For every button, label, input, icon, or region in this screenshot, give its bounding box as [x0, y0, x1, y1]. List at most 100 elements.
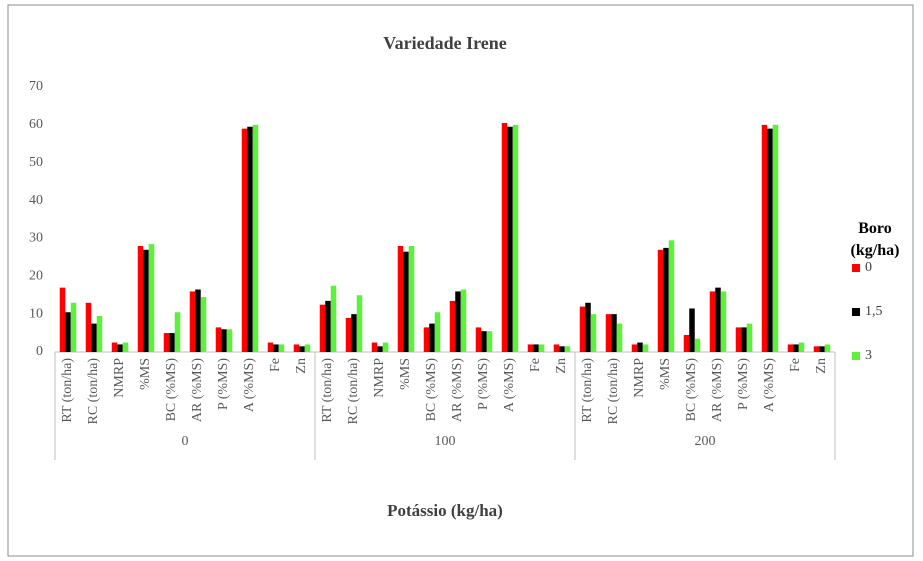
- bar: [111, 342, 118, 352]
- bar: [148, 244, 155, 352]
- legend-swatch: [852, 264, 860, 272]
- bar: [501, 122, 508, 352]
- bar: [741, 327, 747, 352]
- bar: [813, 346, 820, 352]
- legend-label: 1,5: [865, 304, 883, 319]
- bar: [657, 249, 664, 352]
- bar: [559, 346, 565, 352]
- x-tick-label: Fe: [788, 358, 803, 372]
- x-tick-label: RC (ton/ha): [606, 358, 621, 425]
- x-tick-label: P (%MS): [736, 358, 751, 410]
- bar: [122, 342, 129, 352]
- bar: [174, 312, 181, 352]
- x-tick-label: %MS: [398, 358, 413, 390]
- bar: [59, 287, 66, 352]
- bar: [252, 124, 259, 352]
- x-tick-label: A (%MS): [762, 358, 777, 412]
- bar: [293, 344, 300, 352]
- bar: [709, 291, 716, 352]
- bar: [273, 344, 279, 352]
- x-tick-label: Zn: [554, 358, 569, 374]
- bar: [325, 300, 331, 352]
- x-tick-label: BC (%MS): [164, 358, 179, 422]
- bar: [637, 342, 643, 352]
- bar: [403, 251, 409, 352]
- x-tick-label: RT (ton/ha): [60, 358, 75, 423]
- group-label: 100: [435, 434, 456, 449]
- bar: [793, 344, 799, 352]
- y-tick-label: 0: [36, 344, 43, 359]
- bar: [735, 327, 742, 352]
- bar: [65, 312, 71, 352]
- bar: [429, 323, 435, 352]
- bar: [247, 126, 253, 352]
- x-tick-label: RT (ton/ha): [580, 358, 595, 423]
- bar: [663, 247, 669, 352]
- bar: [423, 327, 430, 352]
- bar: [683, 334, 690, 352]
- bar: [564, 346, 571, 352]
- bar: [330, 285, 337, 352]
- bar: [616, 323, 623, 352]
- x-tick-label: AR (%MS): [450, 358, 465, 423]
- bar: [449, 300, 456, 352]
- bar: [85, 302, 92, 352]
- bar: [215, 327, 222, 352]
- y-tick-label: 40: [29, 193, 43, 208]
- bar: [163, 333, 170, 352]
- bar: [351, 314, 357, 352]
- bar: [455, 291, 461, 352]
- bar: [668, 240, 675, 352]
- bar: [241, 128, 248, 352]
- x-tick-label: Zn: [294, 358, 309, 374]
- bar: [527, 344, 534, 352]
- bar: [590, 314, 597, 352]
- x-tick-label: A (%MS): [242, 358, 257, 412]
- bar: [221, 329, 227, 352]
- bar: [371, 342, 378, 352]
- bar: [460, 289, 467, 352]
- legend-swatch: [852, 308, 860, 316]
- bar: [605, 314, 612, 352]
- bar: [761, 124, 768, 352]
- bar: [694, 338, 701, 352]
- bar: [408, 246, 415, 352]
- bar: [720, 291, 727, 352]
- y-tick-label: 70: [29, 79, 43, 94]
- bar: [356, 295, 363, 352]
- bar: [579, 306, 586, 352]
- x-tick-label: RC (ton/ha): [86, 358, 101, 425]
- bar: [746, 323, 753, 352]
- x-tick-label: NMRP: [112, 358, 127, 398]
- bar: [533, 344, 539, 352]
- bar: [91, 323, 97, 352]
- bar: [434, 312, 441, 352]
- bar: [772, 124, 779, 352]
- bar: [226, 329, 233, 352]
- bar: [117, 344, 123, 352]
- bar: [137, 246, 144, 352]
- bar: [169, 333, 175, 352]
- bar: [512, 124, 519, 352]
- bar: [189, 291, 196, 352]
- bar: [715, 287, 721, 352]
- x-tick-label: AR (%MS): [710, 358, 725, 423]
- x-tick-label: BC (%MS): [684, 358, 699, 422]
- chart-title: Variedade Irene: [383, 33, 507, 53]
- x-tick-label: P (%MS): [476, 358, 491, 410]
- x-tick-label: A (%MS): [502, 358, 517, 412]
- y-tick-label: 60: [29, 117, 43, 132]
- bar: [475, 327, 482, 352]
- x-tick-label: BC (%MS): [424, 358, 439, 422]
- x-tick-label: NMRP: [372, 358, 387, 398]
- bar: [507, 126, 513, 352]
- bar: [377, 346, 383, 352]
- legend-swatch: [852, 352, 860, 360]
- bar: [267, 342, 274, 352]
- x-tick-label: Fe: [528, 358, 543, 372]
- x-axis-title: Potássio (kg/ha): [387, 501, 503, 520]
- bar: [481, 331, 487, 352]
- bar: [585, 302, 591, 352]
